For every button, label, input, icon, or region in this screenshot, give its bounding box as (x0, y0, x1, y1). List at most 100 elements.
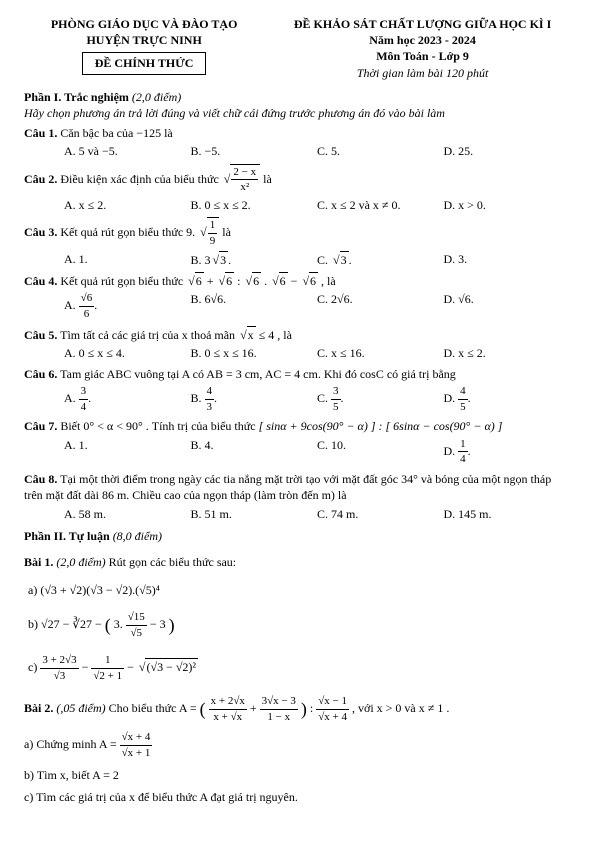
phan2-points: (8,0 điểm) (113, 529, 162, 543)
cau1-a: A. 5 và −5. (64, 143, 191, 159)
cau7-choices: A. 1. B. 4. C. 10. D. 14. (24, 437, 570, 468)
cau1-d: D. 25. (444, 143, 571, 159)
bai2-a: a) Chứng minh A = √x + 4√x + 1 (24, 730, 570, 761)
cau4-d: D. √6. (444, 291, 571, 322)
cau8-text: Tại một thời điểm trong ngày các tia nắn… (24, 472, 551, 502)
cau3-c: C. 3. (317, 251, 444, 268)
cau2-c: C. x ≤ 2 và x ≠ 0. (317, 197, 444, 213)
cau1-text: Căn bậc ba của −125 là (60, 126, 172, 140)
cau2: Câu 2. Điều kiện xác định của biểu thức … (24, 164, 570, 214)
cau1-c: C. 5. (317, 143, 444, 159)
cau7-text: Biết 0° < α < 90° . Tính trị của biểu th… (60, 419, 258, 433)
cau4-c: C. 2√6. (317, 291, 444, 322)
cau3-num: 1 (208, 218, 218, 234)
bai1-b-pre: b) √27 − ∛27 − (28, 617, 105, 631)
bai2-points: (,05 điểm) (56, 701, 105, 715)
phan1-title: Phần I. Trắc nghiệm (2,0 điểm) (24, 89, 570, 105)
c4b: 6 (225, 272, 234, 289)
school-year: Năm học 2023 - 2024 (275, 32, 570, 48)
root-icon: 6 (186, 272, 204, 289)
c5rad: x (247, 326, 256, 343)
header-block: PHÒNG GIÁO DỤC VÀ ĐÀO TẠO HUYỆN TRỰC NIN… (24, 16, 570, 81)
bai2-b: b) Tìm x, biết A = 2 (24, 767, 570, 783)
org-line-2: HUYỆN TRỰC NINH (24, 32, 264, 48)
cau7-c: C. 10. (317, 437, 444, 468)
cau8: Câu 8. Tại một thời điểm trong ngày các … (24, 471, 570, 522)
cau5-b: B. 0 ≤ x ≤ 16. (191, 345, 318, 361)
cau5: Câu 5. Tìm tất cả các giá trị của x thoả… (24, 326, 570, 361)
cau3-c-pre: C. (317, 253, 331, 267)
c6bn: 4 (205, 384, 215, 400)
duration: Thời gian làm bài 120 phút (275, 65, 570, 81)
b1c-n2: 1 (91, 653, 124, 669)
cau3-sqrt-icon: 19 (198, 217, 219, 249)
cau6-b: B. 43. (191, 384, 318, 415)
bai2-a-pre: a) Chứng minh A = (24, 738, 120, 752)
cau3-choices: A. 1. B. 33. C. 3. D. 3. (24, 251, 570, 268)
cau4-text: Kết quả rút gọn biểu thức (60, 274, 186, 288)
cau2-den: x² (231, 180, 258, 195)
bai2-tail: , với x > 0 và x ≠ 1 . (352, 701, 449, 715)
b2p2n: 3√x − 3 (260, 694, 298, 710)
cau2-tail: là (263, 172, 272, 186)
bai1-b-in1: 3. (114, 617, 123, 631)
cau1-choices: A. 5 và −5. B. −5. C. 5. D. 25. (24, 143, 570, 159)
bai2: Bài 2. (,05 điểm) Cho biểu thức A = ( x … (24, 694, 570, 806)
root-icon: x (238, 326, 256, 343)
cau2-b: B. 0 ≤ x ≤ 2. (191, 197, 318, 213)
bai1-c: c) 3 + 2√3√3 − 1√2 + 1 − (√3 − √2)² (24, 653, 570, 684)
bai1-points: (2,0 điểm) (56, 555, 105, 569)
b2an: √x + 4 (120, 730, 153, 746)
cau6-text: Tam giác ABC vuông tại A có AB = 3 cm, A… (60, 367, 456, 381)
c4a-num: √6 (79, 291, 95, 307)
phan2-label: Phần II. Tự luận (24, 529, 110, 543)
c6an: 3 (79, 384, 89, 400)
root-icon: (√3 − √2)² (137, 658, 198, 675)
root-icon: 3 (331, 251, 349, 268)
paren-icon: ) (169, 616, 175, 636)
cau7-b: B. 4. (191, 437, 318, 468)
cau4-a: A. √66. (64, 291, 191, 322)
cau7-a: A. 1. (64, 437, 191, 468)
cau3-text: Kết quả rút gọn biểu thức 9. (60, 225, 195, 239)
cau4-label: Câu 4. (24, 274, 57, 288)
cau6-a: A. 34. (64, 384, 191, 415)
cau5-a: A. 0 ≤ x ≤ 4. (64, 345, 191, 361)
bai1: Bài 1. (2,0 điểm) Rút gọn các biểu thức … (24, 554, 570, 684)
c4plus: + (207, 274, 217, 288)
cau8-d: D. 145 m. (444, 506, 571, 522)
paren-icon: ( (105, 616, 111, 636)
cau5-label: Câu 5. (24, 328, 57, 342)
cau6-c: C. 35. (317, 384, 444, 415)
header-right: ĐỀ KHẢO SÁT CHẤT LƯỢNG GIỮA HỌC KÌ I Năm… (275, 16, 570, 81)
b1c-n1: 3 + 2√3 (40, 653, 78, 669)
bai2-text: Cho biểu thức A = (109, 701, 200, 715)
c7dn: 1 (458, 437, 468, 453)
cau2-sqrt-icon: 2 − xx² (222, 164, 260, 196)
cau2-num: 2 − x (231, 165, 258, 181)
cau6-choices: A. 34. B. 43. C. 35. D. 45. (24, 384, 570, 415)
cau7-expr: [ sinα + 9cos(90° − α) ] : [ 6sinα − cos… (259, 419, 503, 433)
cau1-b: B. −5. (191, 143, 318, 159)
cau4-tail: , là (321, 274, 336, 288)
b2p2d: 1 − x (260, 710, 298, 725)
cau5-c: C. x ≤ 16. (317, 345, 444, 361)
cau3: Câu 3. Kết quả rút gọn biểu thức 9. 19 l… (24, 217, 570, 268)
cau4-b: B. 6√6. (191, 291, 318, 322)
cau6-d: D. 45. (444, 384, 571, 415)
c4d: 6 (279, 272, 288, 289)
cau7-label: Câu 7. (24, 419, 57, 433)
cau3-tail: là (222, 225, 231, 239)
cau5-text: Tìm tất cả các giá trị của x thoả mãn (60, 328, 238, 342)
c6cn: 3 (331, 384, 341, 400)
org-line-1: PHÒNG GIÁO DỤC VÀ ĐÀO TẠO (24, 16, 264, 32)
bai1-text: Rút gọn các biểu thức sau: (109, 555, 236, 569)
cau5-tail: ≤ 4 , là (259, 328, 292, 342)
phan1-label: Phần I. Trắc nghiệm (24, 90, 129, 104)
cau7-d: D. 14. (444, 437, 571, 468)
cau3-b: B. 33. (191, 251, 318, 268)
b2ad: √x + 1 (120, 746, 153, 761)
cau8-a: A. 58 m. (64, 506, 191, 522)
c4e: 6 (309, 272, 318, 289)
bai1-b-num: √15 (126, 610, 147, 626)
